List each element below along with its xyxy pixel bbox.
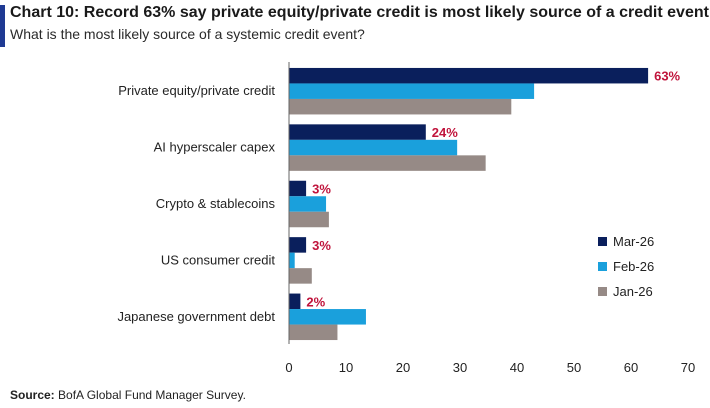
- category-label: AI hyperscaler capex: [154, 140, 276, 155]
- legend-label: Jan-26: [613, 284, 653, 299]
- bar-jan-26: [289, 268, 312, 284]
- legend: Mar-26 Feb-26 Jan-26: [598, 234, 654, 299]
- source-note: Source: BofA Global Fund Manager Survey.: [10, 388, 246, 402]
- data-label: 3%: [312, 238, 331, 253]
- source-label: Source:: [10, 388, 55, 402]
- source-text: BofA Global Fund Manager Survey.: [58, 388, 246, 402]
- category-label: Japanese government debt: [117, 309, 275, 324]
- bar-mar-26: [289, 293, 301, 310]
- bar-feb-26: [289, 83, 535, 99]
- bar-feb-26: [289, 139, 458, 156]
- category-label: Crypto & stablecoins: [156, 196, 276, 211]
- legend-label: Feb-26: [613, 259, 654, 274]
- bar-jan-26: [289, 211, 329, 228]
- bar-jan-26: [289, 155, 486, 171]
- bar-feb-26: [289, 309, 366, 325]
- x-tick-label: 30: [453, 360, 467, 375]
- data-label: 63%: [654, 69, 680, 84]
- bar-mar-26: [289, 124, 426, 140]
- bar-feb-26: [289, 252, 295, 269]
- bars: [289, 67, 649, 341]
- x-tick-label: 0: [285, 360, 292, 375]
- data-label: 2%: [306, 294, 325, 309]
- bar-feb-26: [289, 196, 327, 212]
- legend-label: Mar-26: [613, 234, 654, 249]
- legend-swatch: [598, 237, 607, 246]
- x-axis-ticks: 0 10 20 30 40 50 60 70: [285, 360, 695, 375]
- bar-mar-26: [289, 237, 307, 253]
- legend-swatch: [598, 287, 607, 296]
- bar-jan-26: [289, 98, 512, 115]
- data-labels: 63% 24% 3% 3% 2%: [306, 69, 680, 310]
- chart-title: Chart 10: Record 63% say private equity/…: [10, 4, 709, 21]
- x-tick-label: 10: [339, 360, 353, 375]
- bar-mar-26: [289, 67, 649, 84]
- x-tick-label: 50: [567, 360, 581, 375]
- x-tick-label: 60: [624, 360, 638, 375]
- x-tick-label: 70: [681, 360, 695, 375]
- legend-swatch: [598, 262, 607, 271]
- title-accent-bar: [0, 5, 5, 47]
- category-label: US consumer credit: [161, 252, 276, 267]
- chart-subtitle: What is the most likely source of a syst…: [10, 26, 365, 42]
- data-label: 3%: [312, 182, 331, 197]
- bar-mar-26: [289, 180, 307, 197]
- category-labels: Private equity/private credit AI hypersca…: [117, 83, 275, 324]
- bar-jan-26: [289, 324, 338, 341]
- x-tick-label: 20: [396, 360, 410, 375]
- category-label: Private equity/private credit: [118, 83, 275, 98]
- data-label: 24%: [432, 125, 458, 140]
- x-tick-label: 40: [510, 360, 524, 375]
